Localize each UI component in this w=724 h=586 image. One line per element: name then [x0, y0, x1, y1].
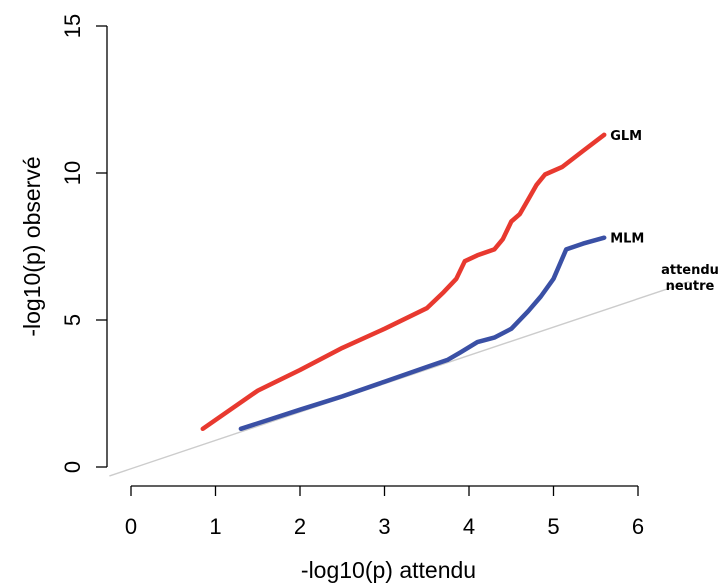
series-lines	[109, 132, 690, 477]
x-axis-title: -log10(p) attendu	[301, 557, 476, 583]
y-axis-title: -log10(p) observé	[19, 156, 45, 336]
x-tick-label: 6	[632, 514, 644, 539]
x-tick-label: 5	[547, 514, 559, 539]
axes: 0 1 2 3 4 5 6 0 5 10 15	[60, 14, 644, 539]
series-label-glm: GLM	[610, 129, 642, 144]
x-tick-label: 3	[378, 514, 390, 539]
x-tick-label: 2	[294, 514, 306, 539]
series-line-mlm	[238, 235, 607, 432]
y-tick-label: 5	[60, 314, 85, 326]
series-line-glm	[200, 132, 607, 432]
series-label-neutral-line1: attendu	[661, 263, 719, 278]
y-tick-label: 15	[60, 14, 85, 38]
y-tick-label: 10	[60, 161, 85, 185]
x-tick-label: 0	[125, 514, 137, 539]
y-tick-label: 0	[60, 461, 85, 473]
series-label-mlm: MLM	[610, 232, 644, 247]
x-tick-label: 1	[209, 514, 221, 539]
x-tick-label: 4	[463, 514, 475, 539]
series-label-neutral-line2: neutre	[666, 279, 715, 294]
